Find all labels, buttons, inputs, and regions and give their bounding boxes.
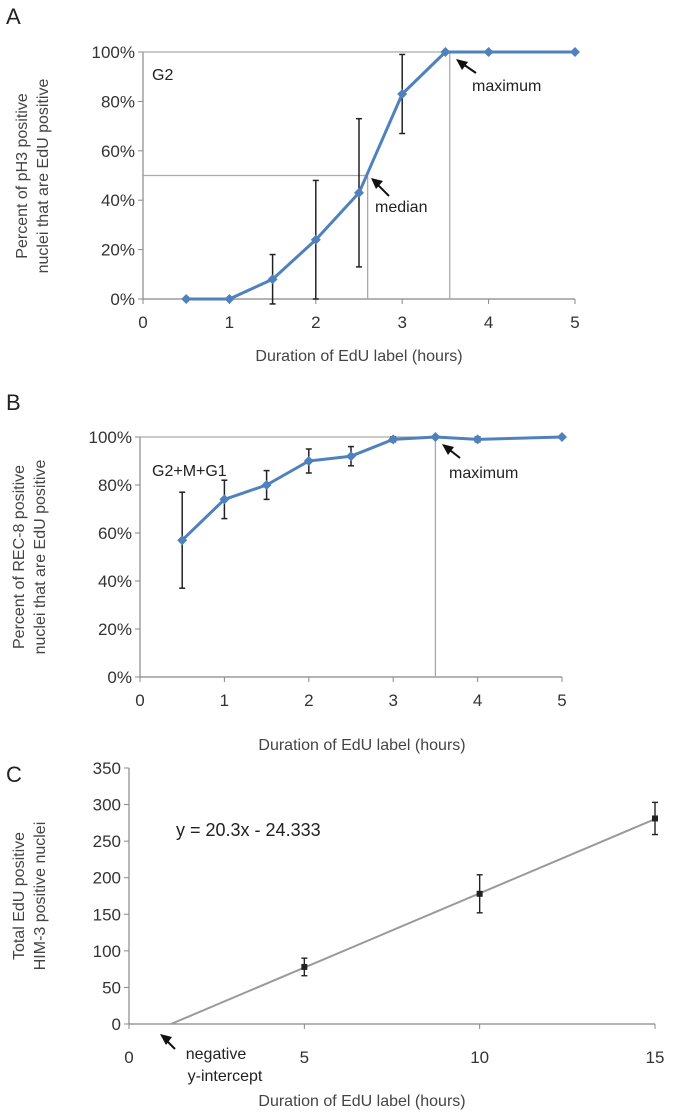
c-x-tick-label: 0 xyxy=(124,1048,133,1067)
a-x-tick-label: 1 xyxy=(225,313,234,332)
b-data-point xyxy=(303,456,314,466)
panel-c-chart: C 0 50 100 150 200 250 300 350 0 5 10 15 y = 20.3x … xyxy=(6,759,664,1110)
panel-c-arrow-intercept xyxy=(160,1034,176,1050)
b-y-tick-label: 20% xyxy=(98,620,132,639)
b-x-tick-label: 3 xyxy=(388,691,397,710)
c-trendline xyxy=(170,818,656,1025)
a-x-tick-label: 5 xyxy=(570,313,579,332)
panel-c-error-bars xyxy=(301,801,658,977)
a-data-point xyxy=(354,187,364,198)
b-data-point xyxy=(177,535,188,546)
panel-c-label: C xyxy=(6,762,22,787)
b-data-point xyxy=(472,434,483,445)
b-x-tick-label: 4 xyxy=(473,691,482,710)
c-y-tick-label: 200 xyxy=(93,869,121,888)
panel-a-label: A xyxy=(6,4,21,29)
panel-c-ticks: 0 50 100 150 200 250 300 350 0 5 10 15 xyxy=(93,759,665,1067)
a-y-tick-label: 80% xyxy=(101,92,135,111)
a-x-tick-label: 4 xyxy=(484,313,493,332)
panel-a-y-axis-title-line2: nuclei that are EdU positive xyxy=(35,79,52,274)
b-y-tick-label: 0% xyxy=(107,668,132,687)
c-x-tick-label: 10 xyxy=(470,1048,489,1067)
panel-b-series xyxy=(177,432,567,546)
a-y-tick-label: 20% xyxy=(101,241,135,260)
a-data-point xyxy=(483,47,494,57)
panel-b-inset-label: G2+M+G1 xyxy=(152,463,227,480)
c-y-tick-label: 250 xyxy=(93,832,121,851)
a-data-point xyxy=(440,47,451,57)
panel-c-y-axis-title-line1: Total EdU positive xyxy=(11,832,28,960)
panel-b-y-axis-title-line2: nuclei that are EdU positive xyxy=(32,460,49,655)
a-data-point xyxy=(570,47,580,57)
panel-a-y-axis-title-line1: Percent of pH3 positive xyxy=(14,93,31,259)
a-y-tick-label: 40% xyxy=(101,191,135,210)
a-data-point xyxy=(310,234,321,245)
a-y-tick-label: 0% xyxy=(110,290,135,309)
panel-b-ticks: 0% 20% 40% 60% 80% 100% 0 1 2 3 4 5 xyxy=(89,428,567,710)
a-x-tick-label: 0 xyxy=(138,313,147,332)
panel-b-guides xyxy=(140,436,437,677)
a-data-point xyxy=(267,274,278,285)
c-data-point xyxy=(476,890,483,897)
b-data-point xyxy=(261,480,272,490)
panel-a-annotation-median: median xyxy=(375,199,427,216)
b-data-point xyxy=(219,494,230,505)
b-y-tick-label: 40% xyxy=(98,572,132,591)
a-x-tick-label: 3 xyxy=(397,313,406,332)
panel-c-y-axis-title-line2: HIM-3 positive nuclei xyxy=(32,822,49,971)
b-y-tick-label: 100% xyxy=(89,428,132,447)
b-x-tick-label: 0 xyxy=(135,691,144,710)
panel-b-x-axis-title: Duration of EdU label (hours) xyxy=(258,737,465,754)
a-data-point xyxy=(397,88,408,99)
b-x-tick-label: 1 xyxy=(220,691,229,710)
c-y-tick-label: 50 xyxy=(102,978,121,997)
panel-a-error-bars xyxy=(269,53,406,305)
c-y-tick-label: 350 xyxy=(93,759,121,778)
panel-b-y-axis-title-line1: Percent of REC-8 positive xyxy=(11,465,28,649)
c-y-tick-label: 150 xyxy=(93,905,121,924)
panel-b-arrow-maximum xyxy=(442,444,461,459)
panel-c-x-axis-title: Duration of EdU label (hours) xyxy=(258,1093,465,1110)
panel-a-x-axis-title: Duration of EdU label (hours) xyxy=(255,348,462,365)
panel-c-trendline-group xyxy=(170,818,656,1025)
b-data-point xyxy=(557,432,567,442)
b-series-line xyxy=(181,435,563,542)
a-x-tick-label: 2 xyxy=(311,313,320,332)
panel-a-series xyxy=(181,47,580,304)
c-y-tick-label: 300 xyxy=(93,796,121,815)
b-data-point xyxy=(346,451,356,462)
panel-b-annotation-maximum: maximum xyxy=(449,465,518,482)
panel-a-guides xyxy=(143,51,451,299)
a-data-point xyxy=(181,294,192,304)
panel-b-chart: B 0% 20% 40% 60% 80% 100% 0 1 2 3 4 5 G2+M+G1 maxim… xyxy=(6,390,567,754)
b-x-tick-label: 5 xyxy=(557,691,566,710)
panel-a-arrow-median xyxy=(371,178,390,197)
c-x-tick-label: 5 xyxy=(300,1048,309,1067)
b-data-point xyxy=(430,432,441,442)
panel-c-series xyxy=(301,815,658,970)
c-data-point xyxy=(652,815,658,822)
b-x-tick-label: 2 xyxy=(304,691,313,710)
panel-a-chart: A 0% 20% 40% 60% 80% 100% 0 1 2 3 4 5 G2 maximum me… xyxy=(6,4,580,365)
b-y-tick-label: 60% xyxy=(98,524,132,543)
panel-c-equation: y = 20.3x - 24.333 xyxy=(176,820,321,840)
panel-c-annotation-line1: negative xyxy=(186,1046,247,1063)
c-y-tick-label: 100 xyxy=(93,942,121,961)
panel-a-annotation-maximum: maximum xyxy=(472,78,541,95)
panel-a-ticks: 0% 20% 40% 60% 80% 100% 0 1 2 3 4 5 xyxy=(92,43,580,332)
c-data-point xyxy=(301,963,308,970)
panel-c-annotation-line2: y-intercept xyxy=(188,1068,263,1085)
panel-a-arrow-maximum xyxy=(456,59,477,74)
a-y-tick-label: 100% xyxy=(92,43,135,62)
panel-a-inset-label: G2 xyxy=(152,67,173,84)
c-y-tick-label: 0 xyxy=(112,1015,121,1034)
panel-b-label: B xyxy=(6,390,21,415)
c-x-tick-label: 15 xyxy=(646,1048,665,1067)
b-y-tick-label: 80% xyxy=(98,476,132,495)
a-data-point xyxy=(224,294,235,304)
b-data-point xyxy=(388,434,399,445)
a-y-tick-label: 60% xyxy=(101,142,135,161)
